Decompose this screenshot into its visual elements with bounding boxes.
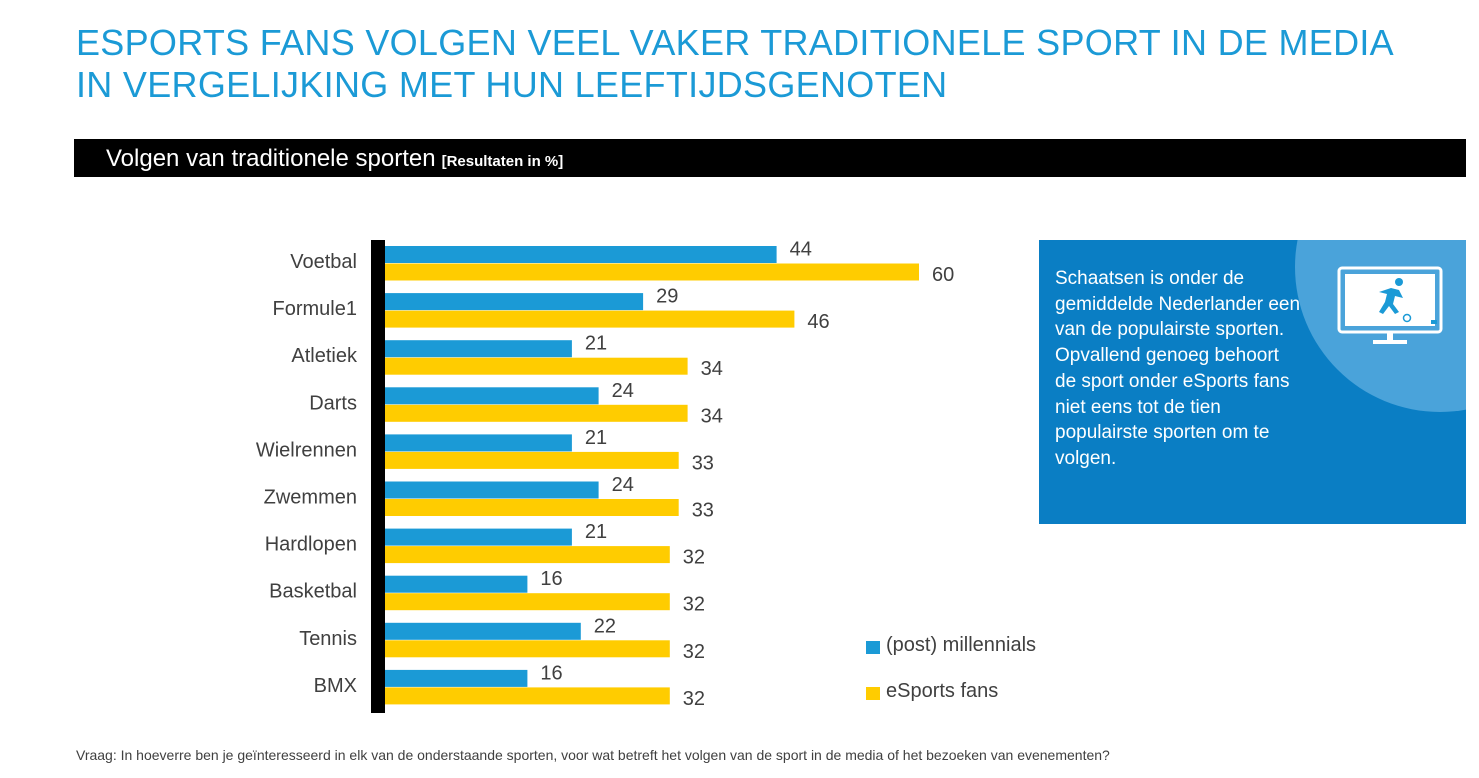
- category-label-zwemmen: Zwemmen: [264, 487, 357, 509]
- data-label-formule1-series1: 46: [807, 311, 829, 333]
- bar-atletiek-series1: [385, 357, 688, 375]
- data-label-hardlopen-series1: 32: [683, 547, 705, 569]
- bar-hardlopen-series1: [385, 546, 670, 564]
- bar-tennis-series0: [385, 622, 581, 640]
- data-label-basketbal-series0: 16: [540, 568, 562, 590]
- data-label-atletiek-series1: 34: [701, 358, 723, 380]
- bar-voetbal-series0: [385, 246, 777, 263]
- data-label-basketbal-series1: 32: [683, 594, 705, 616]
- bar-voetbal-series1: [385, 263, 919, 281]
- data-label-bmx-series0: 16: [540, 662, 562, 684]
- chart-subtitle: Volgen van traditionele sporten [Resultat…: [106, 145, 563, 173]
- data-label-atletiek-series0: 21: [585, 333, 607, 355]
- bar-formule1-series1: [385, 310, 795, 328]
- legend-label-esports: eSports fans: [886, 680, 999, 702]
- chart-unit: [Resultaten in %]: [441, 153, 564, 170]
- category-label-voetbal: Voetbal: [290, 251, 357, 273]
- data-label-tennis-series0: 22: [594, 615, 616, 637]
- data-label-darts-series0: 24: [612, 380, 634, 402]
- category-label-formule1: Formule1: [273, 298, 357, 320]
- chart-header-bar: Volgen van traditionele sporten [Resultat…: [74, 139, 1466, 177]
- y-axis-line: [371, 240, 385, 713]
- data-label-voetbal-series1: 60: [932, 264, 954, 286]
- data-label-darts-series1: 34: [701, 405, 723, 427]
- page-title: ESPORTS FANS VOLGEN VEEL VAKER TRADITION…: [76, 22, 1393, 105]
- data-label-zwemmen-series1: 33: [692, 500, 714, 522]
- category-label-bmx: BMX: [314, 675, 357, 697]
- bar-basketbal-series1: [385, 593, 670, 611]
- footnote: Vraag: In hoeverre ben je geïnteresseerd…: [76, 747, 1110, 763]
- category-label-basketbal: Basketbal: [269, 581, 357, 603]
- info-box: Schaatsen is onder de gemiddelde Nederla…: [1039, 240, 1466, 524]
- bar-wielrennen-series0: [385, 434, 572, 452]
- category-label-darts: Darts: [309, 392, 357, 414]
- bar-zwemmen-series1: [385, 499, 679, 516]
- data-label-voetbal-series0: 44: [790, 239, 812, 261]
- bar-hardlopen-series0: [385, 528, 572, 546]
- tv-football-player-icon: [1337, 266, 1443, 344]
- bar-bmx-series1: [385, 687, 670, 705]
- bar-basketbal-series0: [385, 575, 528, 593]
- data-label-bmx-series1: 32: [683, 688, 705, 710]
- chart-subtitle-text: Volgen van traditionele sporten: [106, 145, 436, 172]
- data-label-wielrennen-series0: 21: [585, 427, 607, 449]
- data-label-zwemmen-series0: 24: [612, 474, 634, 496]
- data-label-wielrennen-series1: 33: [692, 452, 714, 474]
- bar-chart: Voetbal 44 60 Formule1 29 46 Atletiek 21 34 Darts…: [256, 239, 954, 713]
- bar-tennis-series1: [385, 640, 670, 658]
- legend-label-millennials: (post) millennials: [886, 634, 1037, 656]
- data-label-hardlopen-series0: 21: [585, 521, 607, 543]
- bar-atletiek-series0: [385, 340, 572, 358]
- info-text: Schaatsen is onder de gemiddelde Nederla…: [1055, 268, 1301, 469]
- bar-bmx-series0: [385, 669, 528, 687]
- data-label-formule1-series0: 29: [656, 286, 678, 308]
- category-label-wielrennen: Wielrennen: [256, 439, 357, 461]
- category-label-hardlopen: Hardlopen: [265, 534, 357, 556]
- bar-darts-series0: [385, 387, 599, 405]
- category-label-tennis: Tennis: [299, 628, 357, 650]
- legend-swatch-esports: [866, 687, 880, 700]
- bar-formule1-series0: [385, 293, 644, 311]
- bar-wielrennen-series1: [385, 451, 679, 469]
- bar-zwemmen-series0: [385, 481, 599, 499]
- bar-darts-series1: [385, 404, 688, 422]
- legend-swatch-millennials: [866, 641, 880, 654]
- category-label-atletiek: Atletiek: [291, 345, 358, 367]
- data-label-tennis-series1: 32: [683, 641, 705, 663]
